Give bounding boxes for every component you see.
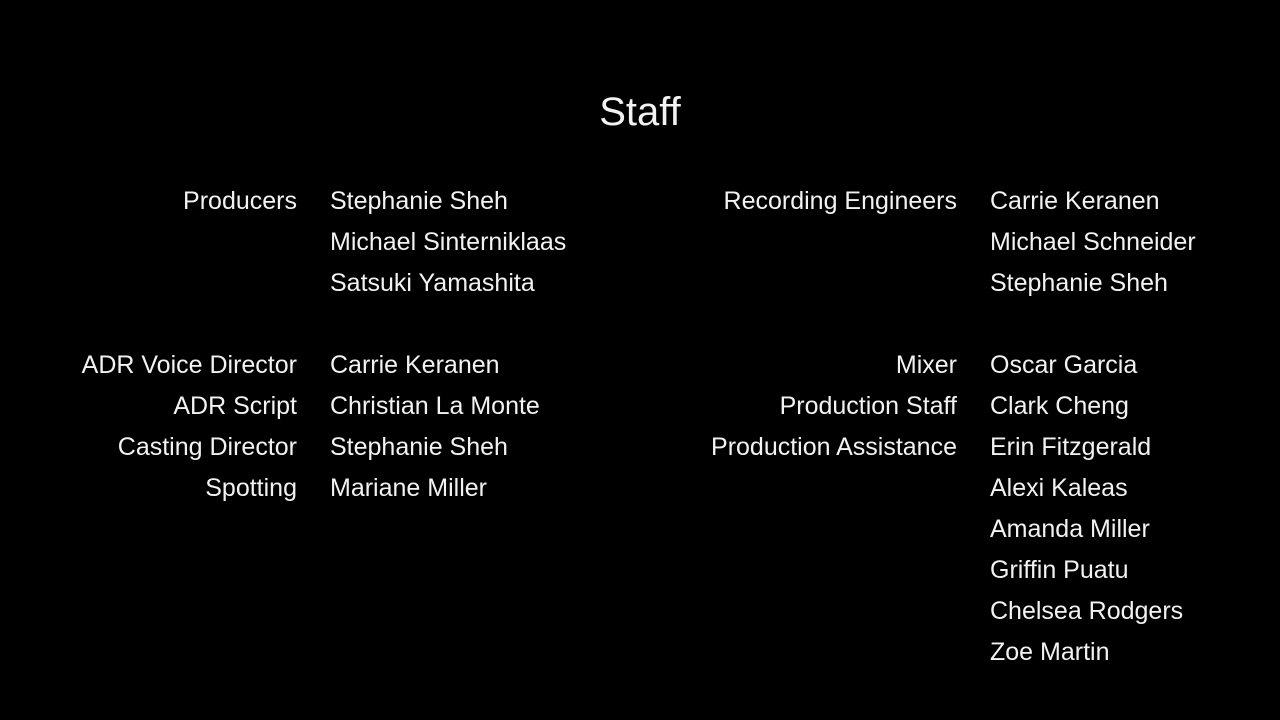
credit-role: ADR Voice Director — [81, 351, 297, 379]
credits-title: Staff — [599, 90, 681, 134]
credit-role: Casting Director — [117, 433, 297, 461]
credit-name: Alexi Kaleas — [990, 474, 1128, 502]
credit-name: Stephanie Sheh — [990, 269, 1168, 297]
credit-role: Production Assistance — [711, 433, 957, 461]
credit-role: Mixer — [895, 351, 957, 379]
credit-name: Griffin Puatu — [990, 556, 1129, 584]
credit-name: Michael Sinterniklaas — [330, 228, 567, 256]
credit-name: Christian La Monte — [330, 392, 540, 420]
credit-name: Mariane Miller — [330, 474, 487, 502]
credit-name: Chelsea Rodgers — [990, 597, 1184, 625]
credit-name: Stephanie Sheh — [330, 187, 508, 215]
credit-name: Stephanie Sheh — [330, 433, 508, 461]
credit-name: Carrie Keranen — [330, 351, 500, 379]
credit-name: Clark Cheng — [990, 392, 1129, 420]
credit-name: Erin Fitzgerald — [990, 433, 1152, 461]
credit-name: Satsuki Yamashita — [330, 269, 535, 297]
credit-name: Oscar Garcia — [990, 351, 1138, 379]
credit-name: Amanda Miller — [990, 515, 1150, 543]
credit-role: Recording Engineers — [723, 187, 957, 215]
credit-name: Carrie Keranen — [990, 187, 1160, 215]
credit-role: ADR Script — [173, 392, 297, 420]
credit-name: Michael Schneider — [990, 228, 1196, 256]
credit-name: Zoe Martin — [990, 638, 1110, 666]
credit-role: Production Staff — [779, 392, 957, 420]
credit-role: Producers — [183, 187, 297, 215]
credit-role: Spotting — [205, 474, 297, 502]
